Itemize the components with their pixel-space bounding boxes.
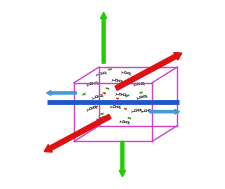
FancyArrow shape xyxy=(100,12,106,63)
FancyArrow shape xyxy=(119,141,125,177)
FancyArrow shape xyxy=(44,114,110,152)
FancyArrow shape xyxy=(46,91,76,95)
FancyArrow shape xyxy=(149,109,179,114)
FancyArrow shape xyxy=(115,53,181,90)
